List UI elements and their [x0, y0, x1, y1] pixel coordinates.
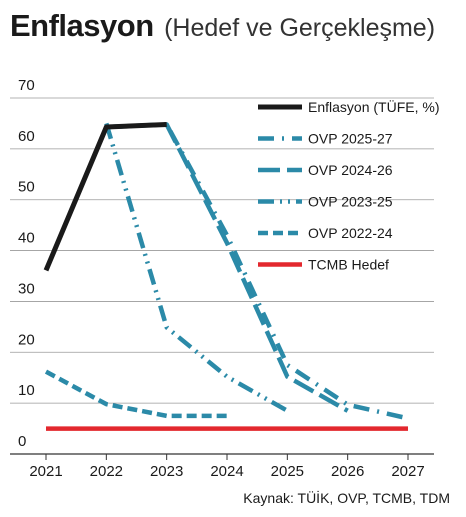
- legend-label: TCMB Hedef: [308, 257, 389, 273]
- legend-label: Enflasyon (TÜFE, %): [308, 98, 439, 115]
- x-tick-label: 2021: [29, 463, 62, 480]
- chart-title: Enflasyon (Hedef ve Gerçekleşme): [10, 8, 435, 44]
- series-lines: [43, 121, 409, 431]
- y-tick-label: 40: [18, 230, 35, 247]
- legend-label: OVP 2022-24: [308, 225, 393, 241]
- series-line-0: [43, 121, 167, 272]
- y-tick-label: 0: [18, 433, 26, 450]
- x-tick-label: 2022: [90, 463, 123, 480]
- x-tick-label: 2025: [271, 463, 304, 480]
- y-tick-label: 50: [18, 179, 35, 196]
- series-line-4: [44, 369, 227, 419]
- x-axis-ticks: 2021 2022 2023 2024 2025 2026 2027: [29, 454, 425, 480]
- legend-label: OVP 2023-25: [308, 194, 393, 210]
- chart-title-main: Enflasyon: [10, 8, 154, 43]
- y-tick-label: 60: [18, 128, 35, 145]
- y-axis-ticks: 0 10 20 30 40 50 60 70: [18, 77, 35, 450]
- legend: Enflasyon (TÜFE, %) OVP 2025-27 OVP 2024-2…: [258, 98, 439, 273]
- y-tick-label: 30: [18, 280, 35, 297]
- x-tick-label: 2024: [210, 463, 243, 480]
- y-tick-label: 70: [18, 77, 35, 94]
- x-tick-label: 2023: [150, 463, 183, 480]
- y-tick-label: 10: [18, 382, 35, 399]
- x-tick-label: 2026: [331, 463, 364, 480]
- series-line-1: [106, 122, 409, 421]
- legend-label: OVP 2025-27: [308, 131, 393, 147]
- legend-label: OVP 2024-26: [308, 162, 393, 178]
- source-note: Kaynak: TÜİK, OVP, TCMB, TDM: [243, 490, 450, 506]
- series-line-3: [104, 122, 289, 413]
- x-tick-label: 2027: [391, 463, 424, 480]
- y-tick-label: 20: [18, 331, 35, 348]
- grid-lines: [10, 97, 434, 455]
- chart-subtitle: (Hedef ve Gerçekleşme): [164, 14, 436, 42]
